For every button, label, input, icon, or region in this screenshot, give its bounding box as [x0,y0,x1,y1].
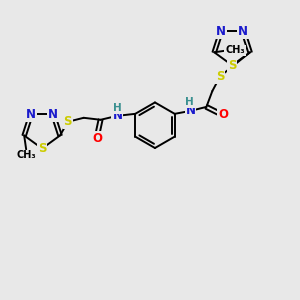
Text: S: S [38,142,46,155]
Text: CH₃: CH₃ [16,150,36,160]
Text: N: N [216,25,226,38]
Text: N: N [185,104,196,117]
Text: S: S [64,115,72,128]
Text: S: S [228,59,236,72]
Text: S: S [216,70,224,83]
Text: O: O [218,108,228,121]
Text: H: H [185,97,194,107]
Text: N: N [26,108,36,121]
Text: N: N [48,108,58,121]
Text: N: N [112,109,122,122]
Text: CH₃: CH₃ [225,45,245,55]
Text: O: O [93,132,103,145]
Text: N: N [238,25,248,38]
Text: H: H [113,103,122,113]
